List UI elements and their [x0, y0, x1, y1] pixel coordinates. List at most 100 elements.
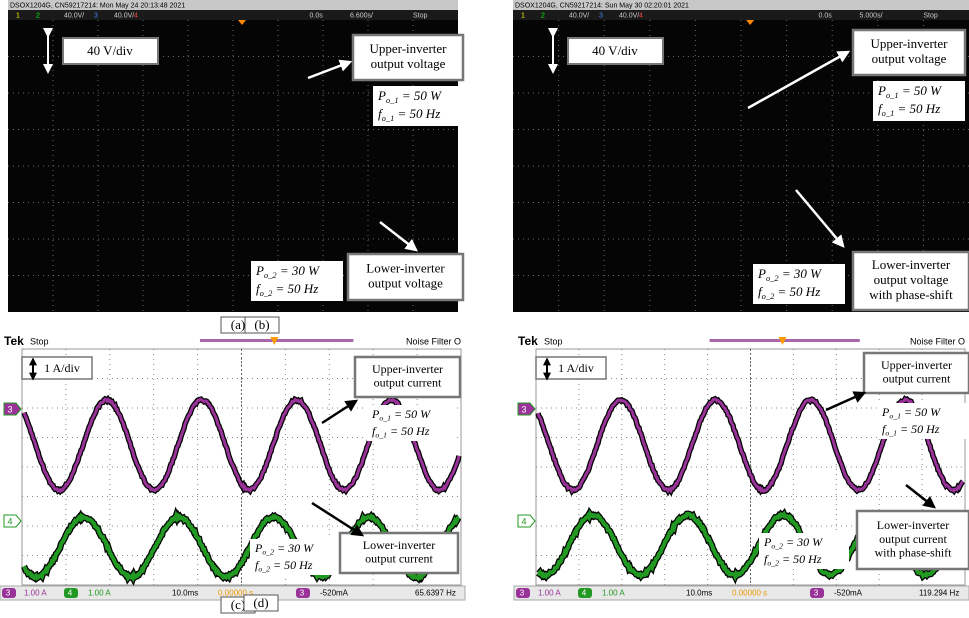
lower-label: output voltage [368, 275, 443, 290]
subscript: o_1 [386, 95, 399, 105]
time-offset: 0.0s [310, 12, 324, 19]
brand: Tek [518, 334, 538, 348]
status-item: 1.00 A [602, 589, 625, 598]
caption: (a) [231, 317, 245, 332]
header: DSOX1204G, CN59217214: Sun May 30 02:20:… [515, 2, 689, 9]
value: = 50 Hz [894, 101, 940, 116]
channel: 4 [134, 12, 138, 19]
status-item: 119.294 Hz [919, 589, 959, 598]
status-item: 0.00000 s [732, 589, 767, 598]
value: = 50 Hz [270, 558, 313, 572]
channel-marker-label: 3 [521, 404, 526, 414]
scale: 40 V/div [87, 43, 133, 58]
upper-label: output current [374, 376, 442, 390]
time-scale: 5.000s/ [860, 12, 883, 19]
subscript: o_2 [262, 547, 274, 556]
figure: DSOX1204G, CN59217214: Mon May 24 20:13:… [0, 0, 969, 618]
caption: (c) [231, 597, 245, 612]
subscript: o_2 [767, 558, 779, 567]
status-item: 3 [520, 589, 525, 598]
lower-label: output current [879, 532, 947, 546]
status: Stop [544, 336, 563, 346]
subscript: o_2 [762, 291, 775, 301]
scale: 40 V/div [592, 43, 638, 58]
value: = 30 W [779, 266, 823, 281]
upper-label: output voltage [872, 51, 947, 66]
channel-marker-label: 4 [7, 516, 12, 526]
subscript: o_1 [885, 428, 897, 437]
subscript: o_1 [379, 413, 391, 422]
lower-label: output voltage [874, 272, 949, 287]
channel: 40.0V/ [569, 12, 589, 19]
figure-canvas: DSOX1204G, CN59217214: Mon May 24 20:13:… [0, 0, 969, 618]
upper-label: output voltage [371, 56, 446, 71]
value: = 50 W [399, 88, 443, 103]
subscript: o_1 [886, 90, 899, 100]
status-item: 1.00 A [88, 589, 111, 598]
status: Stop [923, 12, 938, 19]
upper-label: Upper-inverter [370, 41, 448, 56]
caption: (b) [254, 317, 269, 332]
scope-panel: DSOX1204G, CN59217214: Sun May 30 02:20:… [513, 0, 969, 312]
channel: 2 [36, 12, 40, 19]
lower-label: Lower-inverter [366, 261, 445, 276]
status-item: 3 [6, 589, 11, 598]
lower-label: with phase-shift [875, 546, 953, 560]
value: = 50 W [901, 405, 941, 419]
subscript: o_1 [382, 113, 395, 123]
status: Stop [413, 12, 428, 19]
value: = 50 Hz [387, 424, 430, 438]
status-item: 10.0ms [172, 589, 198, 598]
channel: 3 [599, 12, 603, 19]
filter: Noise Filter O [406, 336, 461, 346]
header: DSOX1204G, CN59217214: Mon May 24 20:13:… [10, 2, 185, 9]
lower-label: Lower-inverter [877, 518, 949, 532]
status: Stop [30, 336, 49, 346]
value: = 30 W [783, 535, 823, 549]
brand: Tek [4, 334, 24, 348]
filter: Noise Filter O [910, 336, 965, 346]
status-item: 3 [814, 589, 819, 598]
status-item: -520mA [320, 589, 349, 598]
channel: 40.0V/ [114, 12, 134, 19]
symbol: P [757, 266, 766, 281]
channel: 1 [521, 12, 525, 19]
value: = 50 Hz [779, 552, 822, 566]
lower-label: with phase-shift [869, 287, 953, 302]
value: = 50 Hz [272, 281, 318, 296]
scale: 1 A/div [44, 361, 80, 375]
subscript: o_2 [258, 564, 270, 573]
subscript: o_1 [882, 108, 895, 118]
upper-label: Upper-inverter [372, 362, 443, 376]
status-item: 65.6397 Hz [415, 589, 456, 598]
value: = 50 Hz [774, 284, 820, 299]
channel: 40.0V/ [64, 12, 84, 19]
subscript: o_2 [260, 288, 273, 298]
channel-marker-label: 3 [7, 404, 12, 414]
channel: 1 [16, 12, 20, 19]
channel: 3 [94, 12, 98, 19]
subscript: o_2 [771, 541, 783, 550]
channel-marker-label: 4 [521, 516, 526, 526]
status-item: 1.00 A [538, 589, 561, 598]
upper-label: Upper-inverter [871, 36, 949, 51]
symbol: P [377, 88, 386, 103]
subscript: o_2 [766, 273, 779, 283]
status-item: 1.00 A [24, 589, 47, 598]
value: = 50 W [899, 83, 943, 98]
symbol: P [255, 263, 264, 278]
status-item: 4 [582, 589, 587, 598]
value: = 30 W [274, 541, 314, 555]
time-scale: 6.600s/ [350, 12, 373, 19]
upper-label: output current [883, 372, 951, 386]
time-offset: 0.0s [819, 12, 833, 19]
channel: 2 [541, 12, 545, 19]
lower-label: output current [365, 552, 433, 566]
subscript: o_2 [264, 270, 277, 280]
value: = 50 W [391, 407, 431, 421]
subscript: o_1 [375, 430, 387, 439]
lower-label: Lower-inverter [363, 538, 435, 552]
subscript: o_1 [889, 411, 901, 420]
